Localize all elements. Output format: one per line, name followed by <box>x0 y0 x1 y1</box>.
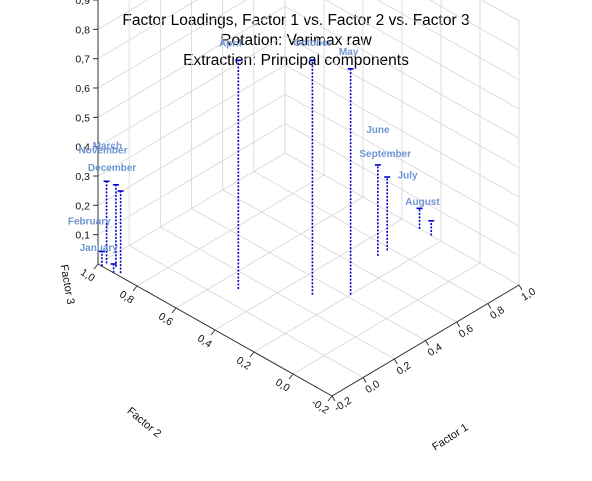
x-tick-mark <box>393 358 398 365</box>
y-tick-mark <box>249 351 255 358</box>
side-wall-grid-line <box>284 64 520 198</box>
y-tick-label: 0,8 <box>117 288 136 306</box>
y-tick-label: -0,2 <box>309 397 331 417</box>
z-axis-label: Factor 3 <box>58 264 77 306</box>
y-tick-label: 1,0 <box>78 266 97 284</box>
z-tick-label: 0,5 <box>75 112 90 124</box>
floor-grid-line <box>136 174 325 287</box>
y-tick-mark <box>132 285 138 292</box>
z-tick-label: 0,1 <box>75 230 90 242</box>
x-tick-label: 1,0 <box>519 285 538 303</box>
drop-lines <box>98 59 435 295</box>
y-tick-mark <box>171 307 177 314</box>
z-tick-label: 0,9 <box>75 0 90 7</box>
y-tick-mark <box>327 395 333 402</box>
x-tick-label: 0,0 <box>363 378 382 396</box>
floor-grid-line <box>253 240 442 353</box>
y-tick-mark <box>288 373 294 380</box>
y-tick-mark <box>93 263 99 270</box>
back-wall-grid-line <box>97 0 198 60</box>
y-tick-label: 0,0 <box>273 376 292 394</box>
point-label-august: August <box>405 197 440 208</box>
back-wall-grid-line <box>97 0 149 30</box>
point-label-november: November <box>79 145 128 156</box>
x-tick-label: 0,4 <box>426 341 445 359</box>
side-wall-grid-line <box>324 0 520 110</box>
y-axis-label: Factor 2 <box>125 405 164 440</box>
point-label-june: June <box>366 125 390 136</box>
x-tick-label: 0,8 <box>488 304 507 322</box>
side-wall-grid-line <box>284 93 520 227</box>
x-tick-mark <box>362 377 367 383</box>
point-label-july: July <box>398 170 418 181</box>
z-tick-label: 0,6 <box>75 83 90 95</box>
x-tick-mark <box>331 395 336 402</box>
side-wall-grid-line <box>284 35 520 169</box>
y-tick-label: 0,4 <box>195 332 214 350</box>
chart-title: Factor Loadings, Factor 1 vs. Factor 2 v… <box>122 12 469 29</box>
side-wall-grid-line <box>284 123 520 257</box>
point-label-april: April <box>219 38 242 49</box>
floor-grid-line <box>292 262 481 375</box>
x-tick-label: 0,6 <box>457 322 476 340</box>
y-tick-mark <box>210 329 216 336</box>
point-label-march: March <box>93 141 122 152</box>
x-tick-mark <box>487 303 492 309</box>
back-wall-grid-line <box>97 123 286 236</box>
side-wall-grid-line <box>376 0 520 81</box>
x-axis-label: Factor 1 <box>430 421 470 453</box>
z-tick-label: 0,2 <box>75 200 90 212</box>
point-label-september: September <box>359 149 411 160</box>
grid-lines <box>97 0 520 397</box>
z-tick-label: 0,7 <box>75 54 90 66</box>
back-wall-grid-line <box>97 64 286 177</box>
back-wall-grid-line <box>97 5 286 118</box>
x-tick-label: -0,2 <box>332 395 354 415</box>
y-tick-label: 0,2 <box>234 354 253 372</box>
point-label-december: December <box>88 163 136 174</box>
back-wall-grid-line <box>97 35 286 148</box>
side-wall-grid-line <box>284 5 520 139</box>
z-tick-label: 0,3 <box>75 171 90 183</box>
x-tick-mark <box>425 340 429 346</box>
x-tick-label: 0,2 <box>394 359 413 377</box>
floor-grid-line <box>175 196 364 309</box>
point-label-october: October <box>293 38 331 49</box>
chart-subtitle-rotation: Rotation: Varimax raw <box>220 32 372 49</box>
x-tick-mark <box>518 284 523 291</box>
point-label-february: February <box>68 217 111 228</box>
floor-grid-line <box>214 218 403 331</box>
x-tick-mark <box>456 321 461 328</box>
chart-subtitle-extraction: Extraction: Principal components <box>183 52 409 69</box>
back-wall-grid-line <box>97 0 248 89</box>
z-tick-label: 0,4 <box>75 142 90 154</box>
back-wall-grid-line <box>97 93 286 206</box>
side-wall-grid-line <box>428 0 520 51</box>
point-label-january: January <box>80 243 119 254</box>
point-labels: April October May June September MarchNovembe… <box>68 38 440 254</box>
z-tick-label: 0,8 <box>75 24 90 36</box>
point-label-may: May <box>339 47 359 58</box>
y-tick-label: 0,6 <box>156 310 175 328</box>
